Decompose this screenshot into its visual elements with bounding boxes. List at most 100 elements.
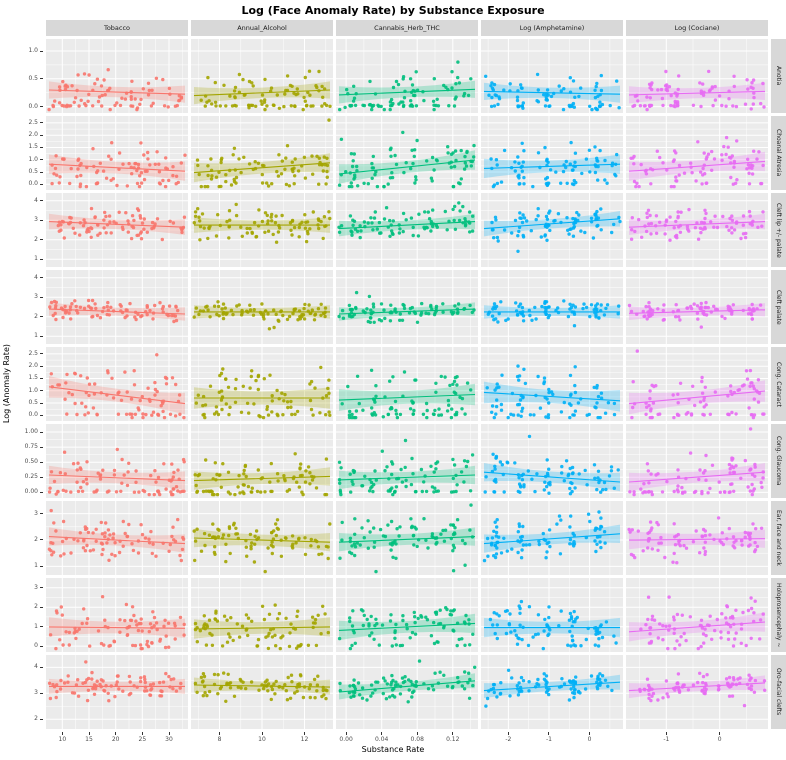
facet-col-strip-label: Annual_Alcohol: [237, 24, 287, 32]
facet-row-strip-label: Cleft lip +/- palate: [775, 202, 782, 258]
x-tick-mark: [345, 732, 347, 735]
x-tick-mark: [304, 732, 305, 735]
y-axis-ticks: 0.00 0.25 0.50 0.75 1.00: [15, 424, 43, 498]
scatter-panel-svg: [626, 655, 768, 729]
y-tick-mark: [40, 626, 43, 628]
x-tick-label: -1: [663, 736, 670, 743]
facet-col-strip-label: Cannabis_Herb_THC: [374, 24, 440, 32]
facet-col-strip-label: Log (Cociane): [674, 24, 720, 32]
scatter-panel-svg: [626, 193, 768, 267]
scatter-panel-svg: [191, 193, 333, 267]
x-tick-mark: [219, 732, 220, 735]
y-tick-label: 4: [34, 196, 38, 204]
scatter-panel: [481, 578, 623, 652]
scatter-panel: [626, 270, 768, 344]
scatter-panel: [191, 39, 333, 113]
y-tick-label: 2.5: [28, 349, 38, 357]
facet-row-strip-label: Cleft palate: [775, 289, 782, 325]
scatter-panel-svg: [481, 424, 623, 498]
y-tick-mark: [40, 219, 43, 221]
scatter-panel-svg: [46, 424, 188, 498]
facet-row-strip: Ear, face and neck: [771, 501, 786, 575]
scatter-panel: [336, 39, 478, 113]
scatter-panel: [481, 347, 623, 421]
y-tick-mark: [40, 476, 43, 478]
y-tick-mark: [40, 50, 43, 52]
scatter-panel: [481, 655, 623, 729]
y-axis-label-text: Log (Anomaly Rate): [1, 344, 11, 424]
y-tick-label: 2.0: [28, 362, 38, 370]
scatter-panel-svg: [191, 578, 333, 652]
scatter-panel: [191, 501, 333, 575]
scatter-panel-svg: [46, 578, 188, 652]
x-tick-label: 12: [300, 736, 309, 743]
y-tick-label: 1.5: [28, 374, 38, 382]
x-tick-mark: [507, 732, 509, 735]
facet-col-strip: Log (Cociane): [626, 20, 768, 36]
x-tick-label: 15: [85, 736, 93, 743]
y-tick-mark: [40, 565, 43, 567]
y-tick-label: 1: [34, 332, 38, 340]
y-tick-label: 0: [34, 642, 38, 650]
y-tick-label: 3: [34, 689, 38, 697]
scatter-panel: [336, 193, 478, 267]
y-axis-ticks: 1 2 3 4: [15, 193, 43, 267]
scatter-panel: [481, 116, 623, 190]
scatter-panel: [626, 501, 768, 575]
x-tick-mark: [61, 732, 63, 735]
scatter-panel: [46, 578, 188, 652]
scatter-panel-svg: [336, 347, 478, 421]
y-tick-mark: [40, 183, 43, 185]
y-tick-mark: [40, 692, 43, 694]
scatter-panel-svg: [46, 39, 188, 113]
scatter-panel: [46, 270, 188, 344]
scatter-panel-svg: [191, 270, 333, 344]
scatter-panel: [46, 39, 188, 113]
y-tick-mark: [40, 296, 43, 298]
x-tick-label: 30: [165, 736, 173, 743]
y-tick-label: 1: [34, 562, 38, 570]
y-tick-label: 0.0: [28, 411, 38, 419]
scatter-panel-svg: [191, 424, 333, 498]
x-tick-label: -2: [505, 736, 512, 743]
scatter-panel-svg: [191, 347, 333, 421]
facet-row-strip: Choanal Atresia: [771, 116, 786, 190]
y-tick-mark: [40, 353, 43, 355]
facet-col-strip-label: Log (Amphetamine): [519, 24, 585, 32]
x-tick-label: 0: [717, 736, 722, 743]
y-tick-label: 0.0: [28, 102, 38, 110]
facet-grid: Log (Anomaly Rate) Tobacco Annual_Alcohol C…: [0, 20, 786, 744]
scatter-panel-svg: [46, 270, 188, 344]
y-tick-label: 1: [34, 255, 38, 263]
facet-col-strip-label: Tobacco: [103, 24, 131, 32]
y-tick-label: 2: [34, 603, 38, 611]
scatter-panel-svg: [336, 270, 478, 344]
scatter-panel-svg: [46, 347, 188, 421]
facet-col-strip: Annual_Alcohol: [191, 20, 333, 36]
y-tick-mark: [40, 365, 43, 367]
y-tick-mark: [40, 258, 43, 260]
scatter-panel: [191, 347, 333, 421]
y-tick-label: 4: [34, 663, 38, 671]
y-tick-label: 2: [34, 535, 38, 543]
y-tick-mark: [40, 146, 43, 148]
scatter-panel-svg: [481, 193, 623, 267]
scatter-panel: [626, 578, 768, 652]
scatter-panel: [46, 116, 188, 190]
facet-row-strip-label: Choanal Atresia: [775, 129, 782, 177]
y-tick-label: 0.5: [28, 168, 38, 176]
scatter-panel: [626, 39, 768, 113]
facet-row-strip: Cleft lip +/- palate: [771, 193, 786, 267]
facet-row-strip-label: Ear, face and neck: [775, 510, 782, 566]
x-axis-ticks: 10 15 20 25 30: [46, 732, 188, 744]
scatter-panel: [336, 424, 478, 498]
scatter-panel: [481, 424, 623, 498]
scatter-panel-svg: [626, 501, 768, 575]
scatter-panel-svg: [481, 39, 623, 113]
scatter-panel: [626, 424, 768, 498]
y-tick-mark: [40, 587, 43, 589]
x-tick-label: 8: [217, 736, 222, 743]
y-tick-label: 3: [34, 583, 38, 591]
facet-row-strip-label: Holoprosencephaly ~: [775, 582, 782, 648]
scatter-panel: [191, 193, 333, 267]
